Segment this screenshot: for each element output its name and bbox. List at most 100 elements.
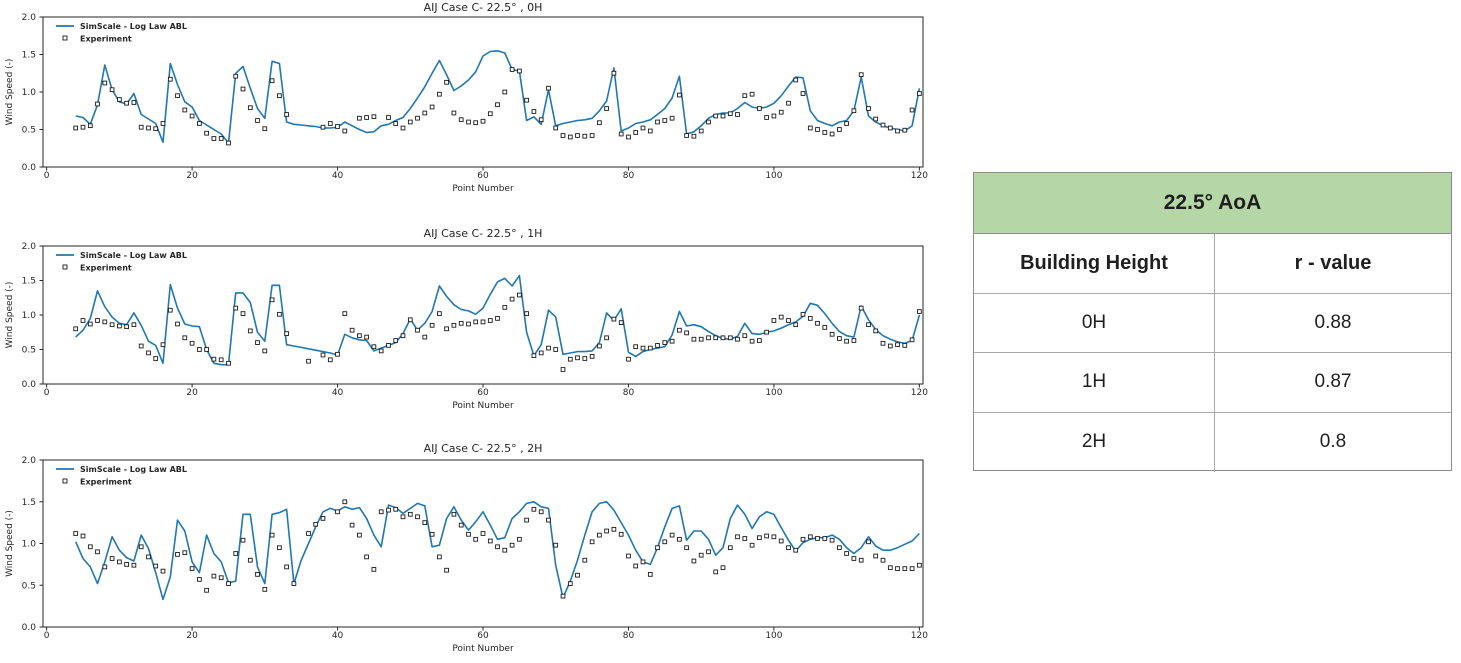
column-header-r-value: r - value <box>1215 234 1451 294</box>
experiment-marker <box>538 117 544 123</box>
experiment-marker <box>117 323 122 329</box>
experiment-marker <box>480 319 486 325</box>
experiment-marker <box>233 73 239 79</box>
svg-text:60: 60 <box>477 631 489 641</box>
experiment-marker <box>277 311 282 317</box>
experiment-marker <box>851 556 857 561</box>
experiment-marker <box>255 340 260 345</box>
experiment-marker <box>357 532 362 538</box>
experiment-marker <box>262 587 268 592</box>
table-header: 22.5° AoA <box>974 173 1451 234</box>
experiment-marker <box>553 542 559 548</box>
experiment-marker <box>524 517 529 523</box>
experiment-marker <box>662 118 668 123</box>
experiment-marker <box>182 550 188 556</box>
experiment-marker <box>255 572 260 577</box>
experiment-marker <box>829 331 835 337</box>
experiment-marker <box>604 106 609 111</box>
experiment-marker <box>887 343 893 349</box>
experiment-marker <box>146 350 151 356</box>
experiment-marker <box>269 297 275 303</box>
experiment-marker <box>669 338 675 344</box>
experiment-marker <box>407 511 413 517</box>
experiment-marker <box>800 91 806 96</box>
experiment-marker <box>102 319 108 325</box>
experiment-marker <box>640 559 646 565</box>
table-column-header-row: Building Height r - value <box>974 234 1451 294</box>
experiment-marker <box>189 566 195 571</box>
experiment-marker <box>531 353 537 359</box>
experiment-marker <box>626 134 631 140</box>
experiment-marker <box>226 360 231 366</box>
experiment-marker <box>553 347 559 352</box>
experiment-marker <box>880 340 886 346</box>
experiment-marker <box>466 119 471 125</box>
experiment-marker <box>153 356 159 361</box>
experiment-marker <box>517 68 522 74</box>
svg-text:Experiment: Experiment <box>80 264 132 273</box>
experiment-marker <box>124 324 129 330</box>
experiment-marker <box>807 534 813 540</box>
experiment-marker <box>342 499 348 505</box>
experiment-marker <box>189 113 195 119</box>
experiment-marker <box>778 109 784 115</box>
experiment-marker <box>895 128 900 134</box>
experiment-marker <box>437 311 442 316</box>
experiment-marker <box>531 506 537 512</box>
experiment-marker <box>778 538 784 544</box>
svg-text:1.5: 1.5 <box>22 277 36 287</box>
experiment-marker <box>815 127 820 132</box>
experiment-marker <box>284 564 289 570</box>
experiment-marker <box>226 140 231 146</box>
experiment-marker <box>749 542 755 548</box>
experiment-marker <box>786 318 791 323</box>
experiment-marker <box>109 556 115 561</box>
experiment-marker <box>640 125 646 131</box>
experiment-marker <box>386 343 391 348</box>
svg-text:Experiment: Experiment <box>80 35 132 44</box>
experiment-marker <box>335 124 340 129</box>
experiment-marker <box>793 547 799 553</box>
experiment-marker <box>444 79 449 85</box>
experiment-marker <box>95 549 100 555</box>
experiment-marker <box>364 334 369 340</box>
experiment-marker <box>393 121 399 126</box>
experiment-marker <box>357 115 362 121</box>
experiment-marker <box>400 514 406 520</box>
chart-svg-2: 0 20 40 60 80 100 120 0.0 0.5 1.0 1.5 2.0 AIJ Case C… <box>5 442 928 654</box>
experiment-marker <box>902 127 908 133</box>
experiment-marker <box>749 91 755 97</box>
experiment-marker <box>197 347 202 352</box>
experiment-marker <box>306 531 311 536</box>
svg-text:60: 60 <box>477 388 489 398</box>
experiment-marker <box>153 563 159 569</box>
experiment-marker <box>742 333 748 339</box>
experiment-marker <box>626 356 631 362</box>
experiment-marker <box>131 562 137 568</box>
experiment-marker <box>662 340 668 345</box>
experiment-marker <box>909 566 915 571</box>
experiment-marker <box>691 558 697 564</box>
experiment-marker <box>887 565 893 571</box>
experiment-marker <box>677 327 682 333</box>
experiment-marker <box>618 320 624 325</box>
experiment-marker <box>466 531 471 537</box>
experiment-marker <box>880 557 886 563</box>
experiment-marker <box>677 92 682 98</box>
experiment-marker <box>757 535 762 541</box>
experiment-marker <box>698 552 704 558</box>
experiment-marker <box>771 534 777 540</box>
experiment-marker <box>618 131 624 137</box>
experiment-marker <box>327 121 333 126</box>
experiment-marker <box>458 320 464 326</box>
experiment-marker <box>371 567 377 572</box>
experiment-marker <box>749 338 755 344</box>
experiment-marker <box>655 545 660 551</box>
svg-text:100: 100 <box>765 388 782 398</box>
experiment-marker <box>611 316 617 322</box>
experiment-marker <box>706 335 711 341</box>
experiment-marker <box>917 309 922 314</box>
svg-text:Wind Speed (-): Wind Speed (-) <box>5 282 15 349</box>
experiment-marker <box>131 100 137 105</box>
